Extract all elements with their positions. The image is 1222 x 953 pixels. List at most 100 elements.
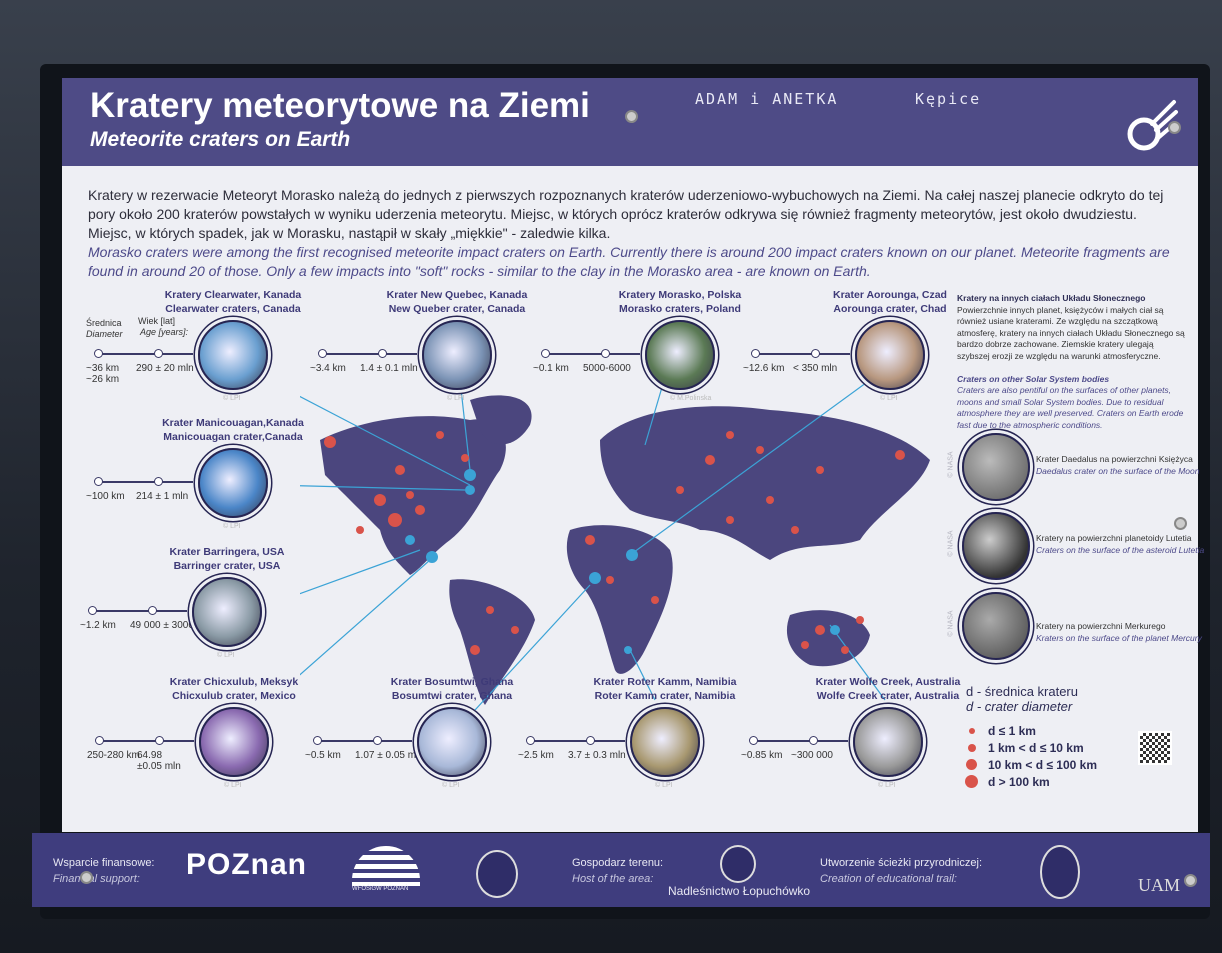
crater-title-pl: Krater Chicxulub, Meksyk [169,676,299,688]
crater-title-en: Wolfe Creek crater, Australia [816,690,960,702]
crater-title-en: Morasko craters, Poland [619,303,741,315]
crater-diameter: ~0.5 km [305,750,341,761]
wfosigw-text: WFOŚiGW POZNAŃ [352,886,409,892]
diameter-marker [541,349,550,358]
host-name: Nadleśnictwo Łopuchówko [668,884,811,898]
crater-title-pl: Krater Wolfe Creek, Australia [815,676,961,688]
lutetia-photo-credit: © NASA [947,530,955,557]
timeline-line [92,610,187,612]
diameter-label-en: Diameter [86,329,123,339]
crater-age: 1.07 ± 0.05 mln [355,750,424,761]
crater-marker [415,505,425,515]
crater-marker [374,494,386,506]
crater-marker [726,516,734,524]
solar-system-text: Kratery na innych ciałach Układu Słonecz… [957,293,1187,431]
crater-title-en: Bosumtwi crater, Ghana [391,690,513,702]
age-marker [809,736,818,745]
photo-credit: © LPI [447,395,465,402]
crater-age: 5000-6000 [583,363,631,374]
legend-item: d ≤ 1 km [966,722,1097,739]
trail-pl: Utworzenie ścieżki przyrodniczej: [820,857,982,869]
crater-marker [676,486,684,494]
crater-marker [406,491,414,499]
crater-title-en: Aorounga crater, Chad [833,303,947,315]
crater-marker [791,526,799,534]
mercury-image [962,592,1030,660]
photo-credit: © LPI [217,652,235,659]
legend-item: d > 100 km [965,773,1097,790]
crater-diameter: ~36 km ~26 km [86,363,120,385]
moon-label-en: Daedalus crater on the surface of the Mo… [1036,466,1200,476]
marker-xlarge-icon [965,775,978,788]
crater-marker [470,645,480,655]
crater-age: 1.4 ± 0.1 mln [360,363,418,374]
lutetia-image [962,512,1030,580]
crater-diameter: ~100 km [86,491,125,502]
diameter-marker [751,349,760,358]
crater-photo [853,707,923,777]
support-label: Wsparcie finansowe: Financial support: [53,855,155,887]
diameter-marker [94,477,103,486]
crater-age: < 350 mln [793,363,838,374]
moon-label: Krater Daedalus na powierzchni Księżyca D… [1036,453,1199,477]
photo-credit: © LPI [224,782,242,789]
host-en: Host of the area: [572,873,654,885]
legend-title-pl: d - średnica krateru [966,684,1078,699]
diameter-marker [95,736,104,745]
crater-marker [895,450,905,460]
legend-label: 10 km < d ≤ 100 km [988,757,1097,772]
crater-photo [198,320,268,390]
diameter-marker [313,736,322,745]
photo-credit: © M.Polinska [670,395,712,402]
lutetia-label: Kratery na powierzchni planetoidy Luteti… [1036,532,1204,556]
crater-marker [841,646,849,654]
timeline-line [317,740,412,742]
host-pl: Gospodarz terenu: [572,857,664,869]
crater-diameter: ~0.85 km [741,750,783,761]
crater-marker [436,431,444,439]
trail-en: Creation of educational trail: [820,873,957,885]
meteoritical-society-seal [476,850,518,898]
crater-photo [422,320,492,390]
crater-diameter: 250-280 km [87,750,140,761]
photo-credit: © LPI [655,782,673,789]
timeline-line [753,740,848,742]
legend-label: d > 100 km [988,774,1050,789]
crater-photo [198,448,268,518]
crater-marker [705,455,715,465]
sidebar-body-en: Craters are also pentiful on the surface… [957,385,1184,430]
crater-marker [766,496,774,504]
crater-photo [192,577,262,647]
crater-marker [801,641,809,649]
crater-photo [199,707,269,777]
age-marker [601,349,610,358]
mounting-bolt [1168,121,1181,134]
forestry-logo [720,845,756,883]
age-label-en: Age [years]: [140,327,189,337]
support-pl: Wsparcie finansowe: [53,857,155,869]
age-marker [586,736,595,745]
age-marker [155,736,164,745]
europe-asia [600,406,930,560]
crater-diameter: ~1.2 km [80,620,116,631]
crater-marker [816,466,824,474]
photo-credit: © LPI [878,782,896,789]
crater-age: 214 ± 1 mln [136,491,189,502]
lutetia-label-pl: Kratery na powierzchni planetoidy Luteti… [1036,533,1192,543]
timeline-line [98,353,193,355]
poznan-logo: POZnan [186,848,308,881]
mounting-bolt [1184,874,1197,887]
africa [566,525,673,674]
crater-title-en: Chicxulub crater, Mexico [172,690,296,702]
diameter-marker [526,736,535,745]
timeline-line [99,740,194,742]
legend-label: d ≤ 1 km [988,723,1036,738]
mercury-label: Kratery na powierzchni Merkurego Kraters … [1036,620,1202,644]
qr-code[interactable] [1138,731,1172,765]
mounting-bolt [625,110,638,123]
crater-title-en: New Queber crater, Canada [388,303,526,315]
age-marker [148,606,157,615]
crater-title-en: Barringer crater, USA [173,560,281,572]
age-label-pl: Wiek [lat] [138,316,176,326]
timeline-line [755,353,850,355]
